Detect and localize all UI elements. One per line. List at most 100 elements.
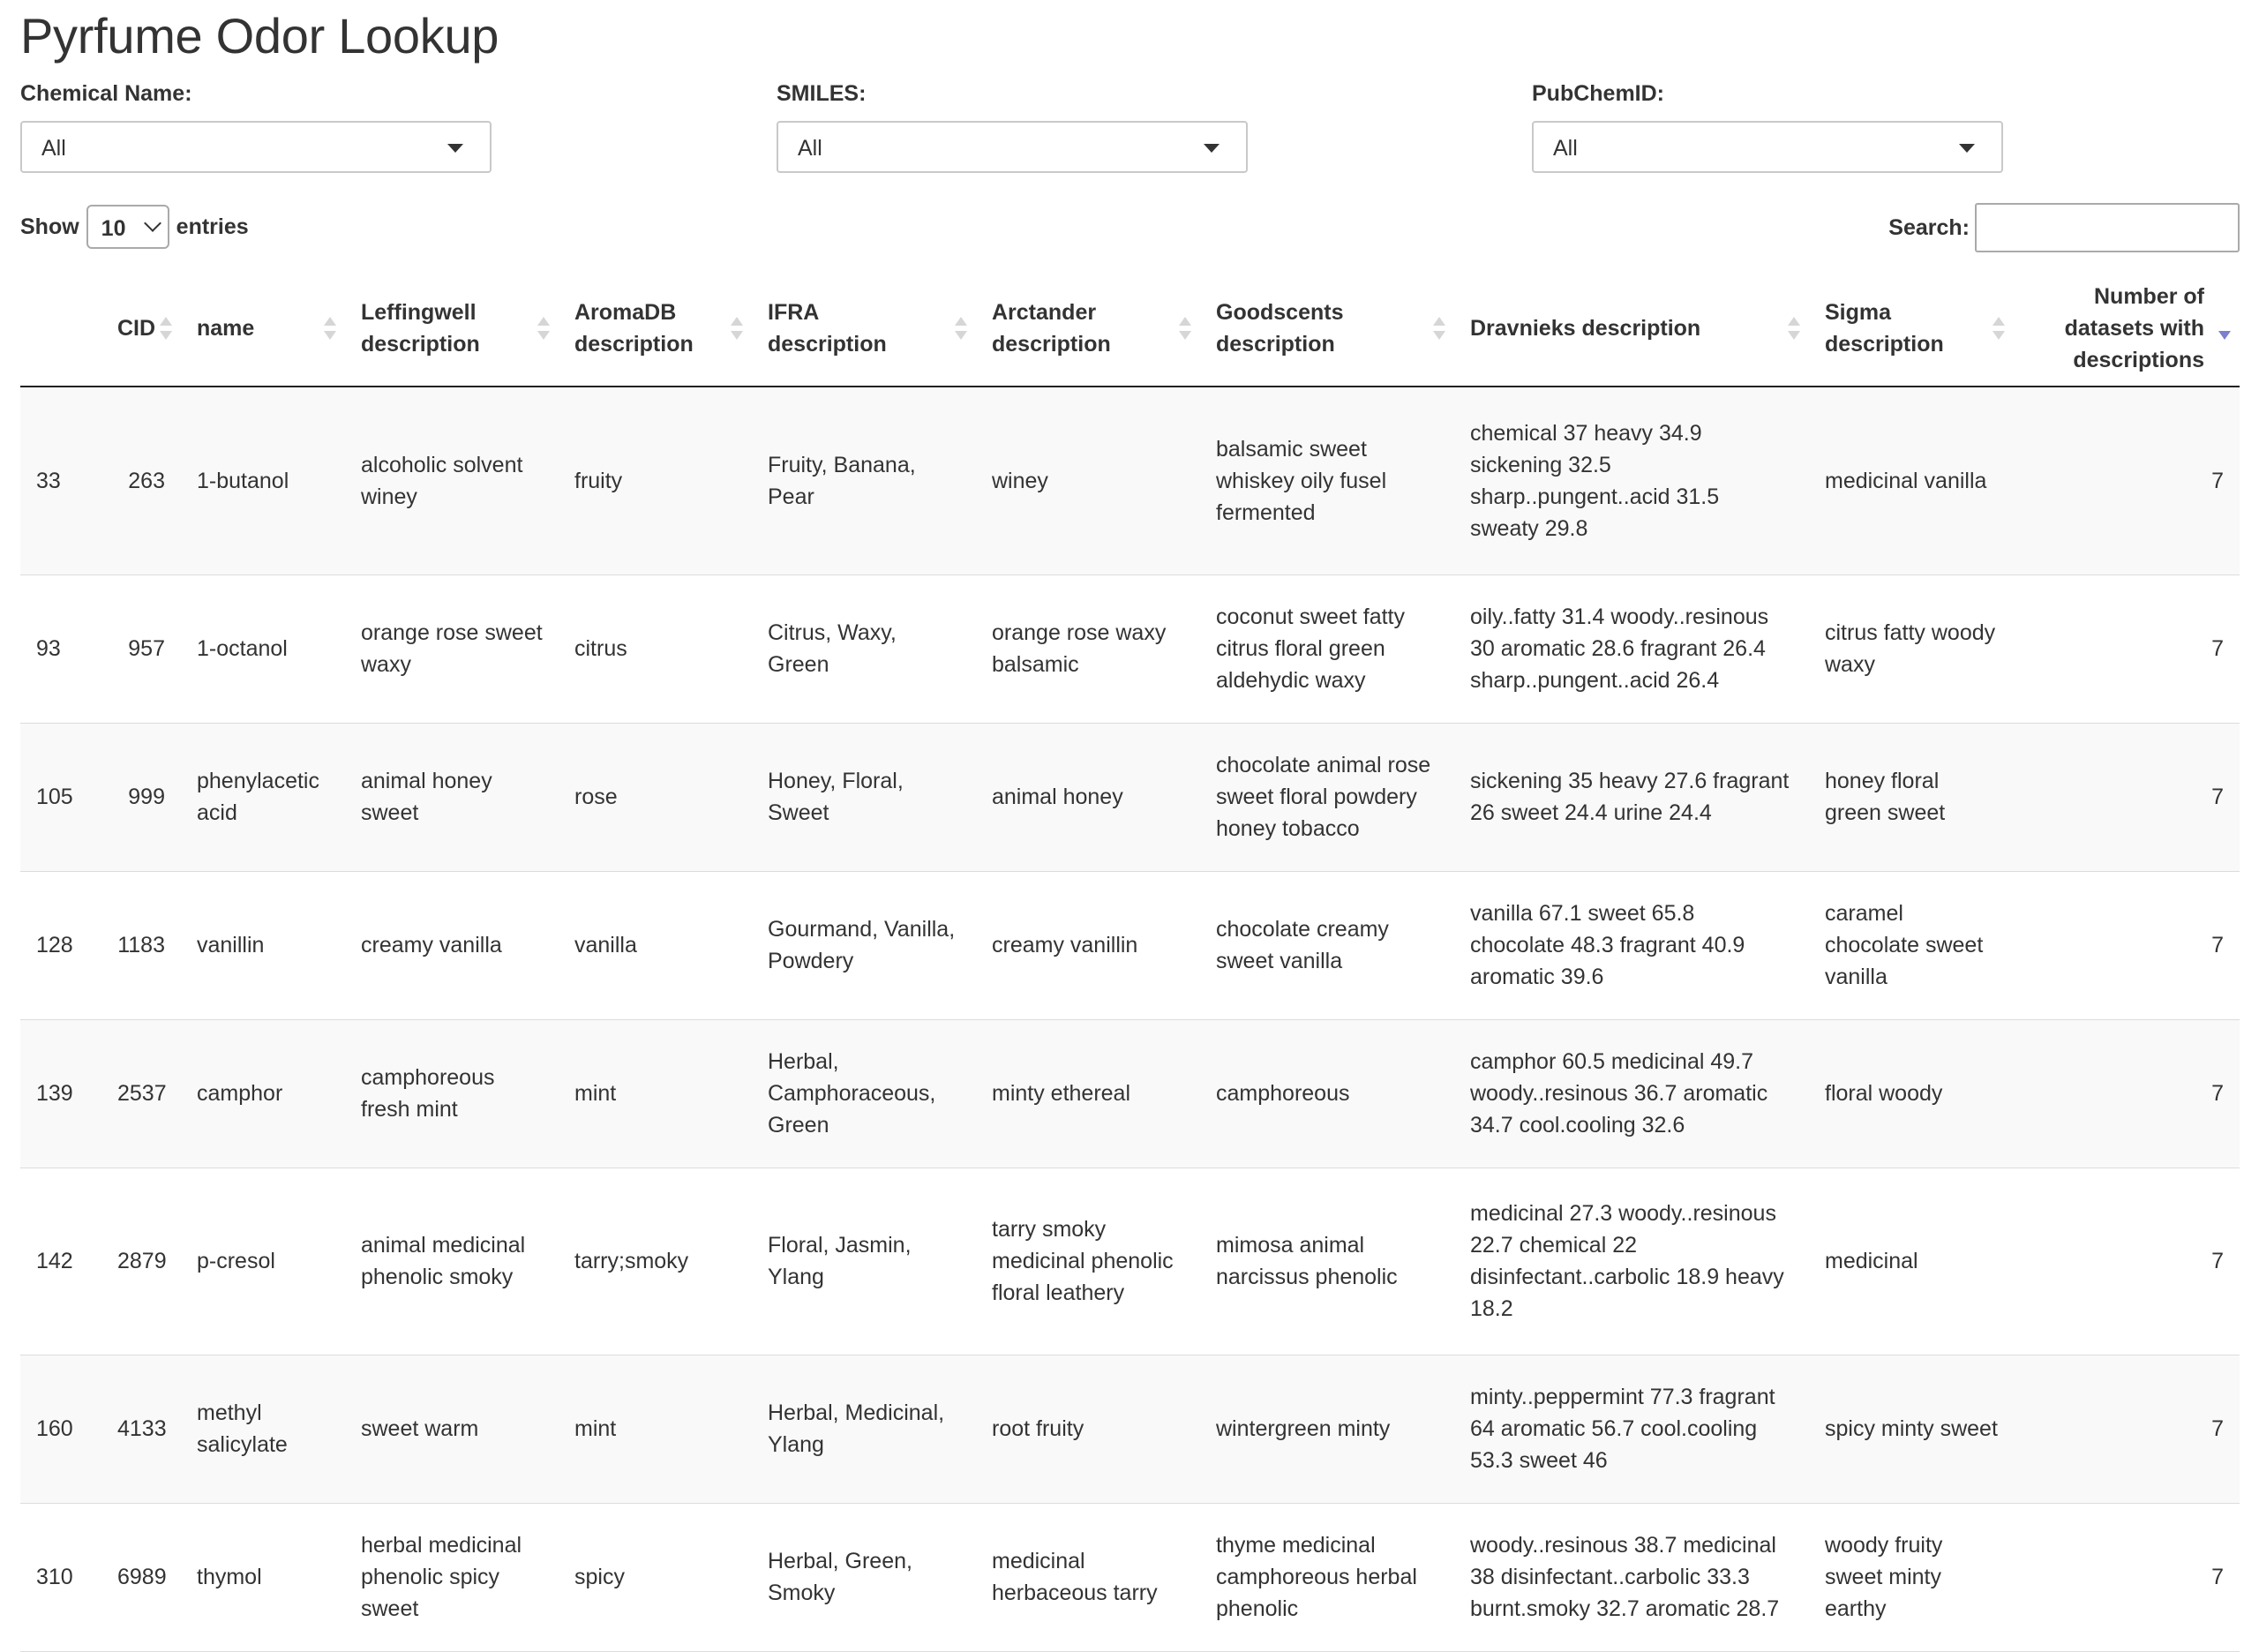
table-row[interactable]: 142 2879 p-cresol animal medicinal phenolic… (20, 1168, 2240, 1355)
cell-number-of-datasets-with-descriptions: 7 (2014, 1168, 2240, 1355)
cell-leffingwell-description: sweet warm (345, 1355, 559, 1504)
column-header-aromadb-description[interactable]: AromaDB description (559, 270, 752, 387)
column-header-ifra-description[interactable]: IFRA description (752, 270, 976, 387)
table-row[interactable]: 93 957 1-octanol orange rose sweet waxy citr… (20, 574, 2240, 724)
cell-goodscents-description: coconut sweet fatty citrus floral green … (1200, 574, 1454, 724)
cell-goodscents-description: chocolate animal rose sweet floral powde… (1200, 723, 1454, 872)
cell-arctander-description: winey (976, 387, 1200, 575)
caret-down-icon (447, 144, 463, 153)
column-header-label: name (197, 315, 255, 341)
entries-select[interactable]: 10 (86, 205, 169, 249)
cell-sigma-description: caramel chocolate sweet vanilla (1809, 871, 2014, 1020)
cell-aromadb-description: rose (559, 723, 752, 872)
cell-dravnieks-description: woody..resinous 38.7 medicinal 38 disinf… (1454, 1503, 1809, 1652)
table-search: Search: (1888, 203, 2240, 252)
cell-goodscents-description: wintergreen minty (1200, 1355, 1454, 1504)
cell-arctander-description: orange rose waxy balsamic (976, 574, 1200, 724)
column-header-cid[interactable]: CID (101, 270, 181, 387)
column-header-dravnieks-description[interactable]: Dravnieks description (1454, 270, 1809, 387)
search-input[interactable] (1975, 203, 2240, 252)
cell-ifra-description: Herbal, Green, Smoky (752, 1503, 976, 1652)
pubchemid-select[interactable]: All (1532, 121, 2003, 173)
column-header-sigma-description[interactable]: Sigma description (1809, 270, 2014, 387)
column-header-label: IFRA description (768, 299, 887, 357)
cell-arctander-description: root fruity (976, 1355, 1200, 1504)
page: Pyrfume Odor Lookup Chemical Name: All S… (20, 8, 2240, 1652)
cell-cid: 2537 (101, 1019, 181, 1168)
cell-ifra-description: Gourmand, Vanilla, Powdery (752, 871, 976, 1020)
cell-dravnieks-description: sickening 35 heavy 27.6 fragrant 26 swee… (1454, 723, 1809, 872)
table-row[interactable]: 33 263 1-butanol alcoholic solvent winey fru… (20, 387, 2240, 575)
cell-dravnieks-description: medicinal 27.3 woody..resinous 22.7 chem… (1454, 1168, 1809, 1355)
cell-ifra-description: Fruity, Banana, Pear (752, 387, 976, 575)
cell-aromadb-description: spicy (559, 1503, 752, 1652)
cell-leffingwell-description: orange rose sweet waxy (345, 574, 559, 724)
cell-arctander-description: minty ethereal (976, 1019, 1200, 1168)
smiles-select[interactable]: All (777, 121, 1248, 173)
smiles-value: All (798, 136, 822, 161)
sort-icon (1433, 316, 1445, 340)
cell-goodscents-description: camphoreous (1200, 1019, 1454, 1168)
cell-number-of-datasets-with-descriptions: 7 (2014, 387, 2240, 575)
cell-aromadb-description: citrus (559, 574, 752, 724)
smiles-label: SMILES: (777, 81, 867, 106)
chemical-name-filter: Chemical Name: All (20, 81, 492, 173)
table-row[interactable]: 310 6989 thymol herbal medicinal phenolic s… (20, 1503, 2240, 1652)
table-row[interactable]: 128 1183 vanillin creamy vanilla vanilla Gour… (20, 871, 2240, 1020)
cell-number-of-datasets-with-descriptions: 7 (2014, 1503, 2240, 1652)
cell-aromadb-description: vanilla (559, 871, 752, 1020)
cell-leffingwell-description: camphoreous fresh mint (345, 1019, 559, 1168)
table-row[interactable]: 139 2537 camphor camphoreous fresh mint mint… (20, 1019, 2240, 1168)
pubchemid-label: PubChemID: (1532, 81, 1664, 106)
cell-number-of-datasets-with-descriptions: 7 (2014, 574, 2240, 724)
cell-cid: 2879 (101, 1168, 181, 1355)
sort-icon (955, 316, 967, 340)
column-header-row-number[interactable] (20, 270, 101, 387)
cell-row-number: 142 (20, 1168, 101, 1355)
cell-sigma-description: honey floral green sweet (1809, 723, 2014, 872)
page-title: Pyrfume Odor Lookup (20, 8, 499, 64)
cell-sigma-description: spicy minty sweet (1809, 1355, 2014, 1504)
cell-sigma-description: woody fruity sweet minty earthy (1809, 1503, 2014, 1652)
column-header-label: Arctander description (992, 299, 1111, 357)
cell-dravnieks-description: vanilla 67.1 sweet 65.8 chocolate 48.3 f… (1454, 871, 1809, 1020)
cell-arctander-description: animal honey (976, 723, 1200, 872)
cell-number-of-datasets-with-descriptions: 7 (2014, 1355, 2240, 1504)
table-body: 33 263 1-butanol alcoholic solvent winey fru… (20, 387, 2240, 1652)
cell-ifra-description: Floral, Jasmin, Ylang (752, 1168, 976, 1355)
sort-icon (160, 316, 172, 340)
sort-descending-icon (2218, 317, 2231, 340)
chemical-name-label: Chemical Name: (20, 81, 192, 106)
cell-sigma-description: medicinal vanilla (1809, 387, 2014, 575)
cell-row-number: 139 (20, 1019, 101, 1168)
table-row[interactable]: 105 999 phenylacetic acid animal honey swee… (20, 723, 2240, 872)
pubchemid-filter: PubChemID: All (1532, 81, 2003, 173)
column-header-label: Number of datasets with descriptions (2064, 283, 2204, 372)
cell-aromadb-description: mint (559, 1019, 752, 1168)
column-header-number-of-datasets-with-descriptions[interactable]: Number of datasets with descriptions (2014, 270, 2240, 387)
table-row[interactable]: 160 4133 methyl salicylate sweet warm mint He… (20, 1355, 2240, 1504)
table-header-row: CID name Leffingwell description AromaDB de… (20, 270, 2240, 387)
pubchemid-value: All (1553, 136, 1578, 161)
column-header-goodscents-description[interactable]: Goodscents description (1200, 270, 1454, 387)
column-header-leffingwell-description[interactable]: Leffingwell description (345, 270, 559, 387)
cell-name: camphor (181, 1019, 345, 1168)
cell-arctander-description: tarry smoky medicinal phenolic floral le… (976, 1168, 1200, 1355)
odor-table: CID name Leffingwell description AromaDB de… (20, 270, 2240, 1652)
column-header-name[interactable]: name (181, 270, 345, 387)
column-header-label: Dravnieks description (1470, 315, 1701, 341)
cell-row-number: 93 (20, 574, 101, 724)
cell-name: p-cresol (181, 1168, 345, 1355)
column-header-label: CID (117, 315, 156, 341)
cell-name: phenylacetic acid (181, 723, 345, 872)
cell-goodscents-description: balsamic sweet whiskey oily fusel fermen… (1200, 387, 1454, 575)
cell-dravnieks-description: minty..peppermint 77.3 fragrant 64 aroma… (1454, 1355, 1809, 1504)
search-label: Search: (1888, 214, 1970, 240)
column-header-arctander-description[interactable]: Arctander description (976, 270, 1200, 387)
cell-sigma-description: citrus fatty woody waxy (1809, 574, 2014, 724)
entries-label: entries (176, 214, 249, 239)
cell-aromadb-description: tarry;smoky (559, 1168, 752, 1355)
chemical-name-select[interactable]: All (20, 121, 492, 173)
column-header-label: AromaDB description (574, 299, 694, 357)
chemical-name-value: All (41, 136, 66, 161)
